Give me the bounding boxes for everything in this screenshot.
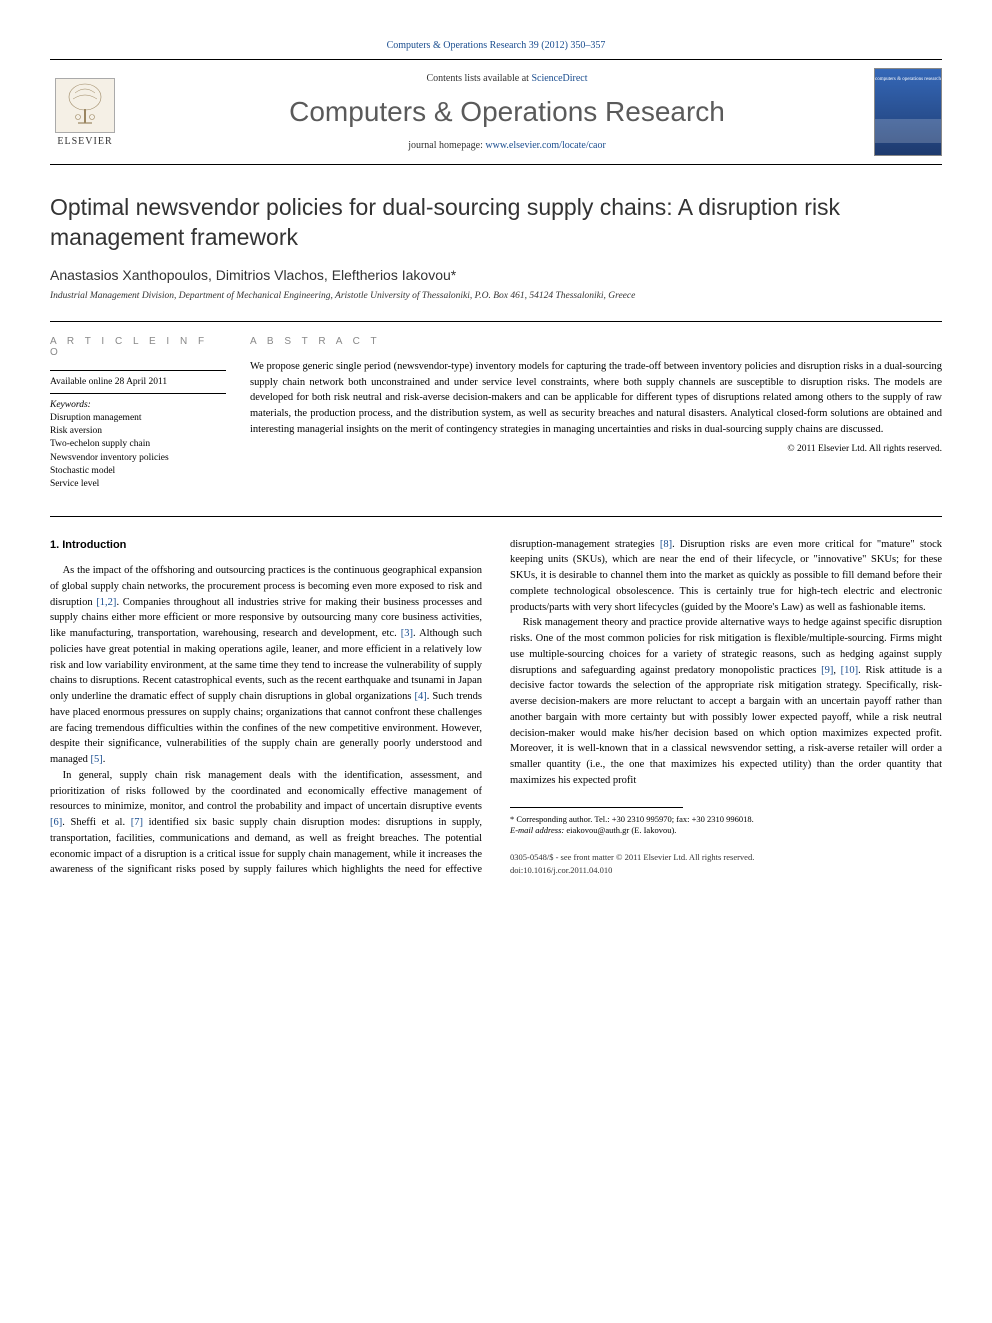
article-title: Optimal newsvendor policies for dual-sou…: [50, 193, 942, 253]
body-text: ,: [833, 665, 840, 676]
keyword-item: Newsvendor inventory policies: [50, 452, 226, 465]
keyword-item: Disruption management: [50, 412, 226, 425]
citation-link[interactable]: [8]: [660, 539, 672, 550]
keyword-item: Two-echelon supply chain: [50, 438, 226, 451]
citation-link[interactable]: [6]: [50, 817, 62, 828]
citation-link[interactable]: [9]: [821, 665, 833, 676]
body-text: . Sheffi et al.: [62, 817, 130, 828]
publisher-logo[interactable]: ELSEVIER: [50, 72, 120, 152]
abstract-copyright: © 2011 Elsevier Ltd. All rights reserved…: [250, 444, 942, 454]
cover-thumb-title: computers & operations research: [875, 77, 941, 83]
article-info-heading: A R T I C L E I N F O: [50, 336, 226, 358]
citation-link[interactable]: [7]: [131, 817, 143, 828]
contents-line: Contents lists available at ScienceDirec…: [140, 73, 874, 84]
citation-link[interactable]: [4]: [414, 691, 426, 702]
contents-prefix: Contents lists available at: [426, 73, 531, 84]
abstract-column: A B S T R A C T We propose generic singl…: [250, 336, 942, 492]
page-container: Computers & Operations Research 39 (2012…: [0, 0, 992, 918]
body-text: In general, supply chain risk management…: [50, 770, 482, 813]
available-online: Available online 28 April 2011: [50, 377, 226, 387]
info-abstract-row: A R T I C L E I N F O Available online 2…: [50, 321, 942, 492]
email-name: (E. Iakovou).: [631, 825, 676, 835]
keyword-item: Risk aversion: [50, 425, 226, 438]
email-address[interactable]: eiakovou@auth.gr: [566, 825, 629, 835]
citation-link[interactable]: [1,2]: [96, 597, 116, 608]
journal-header: ELSEVIER Contents lists available at Sci…: [50, 59, 942, 165]
citation-link[interactable]: [10]: [841, 665, 859, 676]
section-title: Introduction: [62, 539, 126, 551]
sciencedirect-link[interactable]: ScienceDirect: [531, 73, 587, 84]
body-text: . Risk attitude is a decisive factor tow…: [510, 665, 942, 786]
abstract-text: We propose generic single period (newsve…: [250, 359, 942, 438]
body-paragraph: As the impact of the offshoring and outs…: [50, 563, 482, 768]
journal-name: Computers & Operations Research: [140, 96, 874, 128]
journal-reference: Computers & Operations Research 39 (2012…: [50, 40, 942, 51]
section-number: 1.: [50, 539, 59, 551]
homepage-prefix: journal homepage:: [408, 140, 485, 151]
article-info-column: A R T I C L E I N F O Available online 2…: [50, 336, 250, 492]
email-footnote: E-mail address: eiakovou@auth.gr (E. Iak…: [510, 825, 942, 837]
elsevier-tree-icon: [55, 78, 115, 133]
homepage-line: journal homepage: www.elsevier.com/locat…: [140, 140, 874, 151]
info-divider-2: [50, 393, 226, 394]
footnote-block: * Corresponding author. Tel.: +30 2310 9…: [510, 807, 942, 877]
body-text: . Such trends have placed enormous press…: [50, 691, 482, 765]
publisher-name: ELSEVIER: [57, 136, 112, 147]
email-label: E-mail address:: [510, 825, 564, 835]
abstract-heading: A B S T R A C T: [250, 336, 942, 347]
section-heading: 1. Introduction: [50, 537, 482, 554]
citation-link[interactable]: [5]: [91, 754, 103, 765]
journal-ref-text[interactable]: Computers & Operations Research 39 (2012…: [387, 40, 606, 51]
body-two-column: 1. Introduction As the impact of the off…: [50, 537, 942, 879]
journal-cover-thumbnail[interactable]: computers & operations research: [874, 68, 942, 156]
citation-link[interactable]: [3]: [401, 628, 413, 639]
body-text: .: [103, 754, 106, 765]
doi-line[interactable]: doi:10.1016/j.cor.2011.04.010: [510, 864, 942, 877]
cover-thumb-band: [875, 119, 941, 143]
authors: Anastasios Xanthopoulos, Dimitrios Vlach…: [50, 267, 942, 283]
issn-line: 0305-0548/$ - see front matter © 2011 El…: [510, 851, 942, 864]
body-paragraph: Risk management theory and practice prov…: [510, 615, 942, 788]
header-center: Contents lists available at ScienceDirec…: [140, 73, 874, 151]
affiliation: Industrial Management Division, Departme…: [50, 291, 942, 301]
body-divider: [50, 516, 942, 517]
keywords-label: Keywords:: [50, 400, 226, 410]
keyword-item: Service level: [50, 478, 226, 491]
footnote-divider: [510, 807, 683, 808]
info-divider-1: [50, 370, 226, 371]
corresponding-author-footnote: * Corresponding author. Tel.: +30 2310 9…: [510, 814, 942, 826]
homepage-link[interactable]: www.elsevier.com/locate/caor: [485, 140, 605, 151]
keyword-item: Stochastic model: [50, 465, 226, 478]
